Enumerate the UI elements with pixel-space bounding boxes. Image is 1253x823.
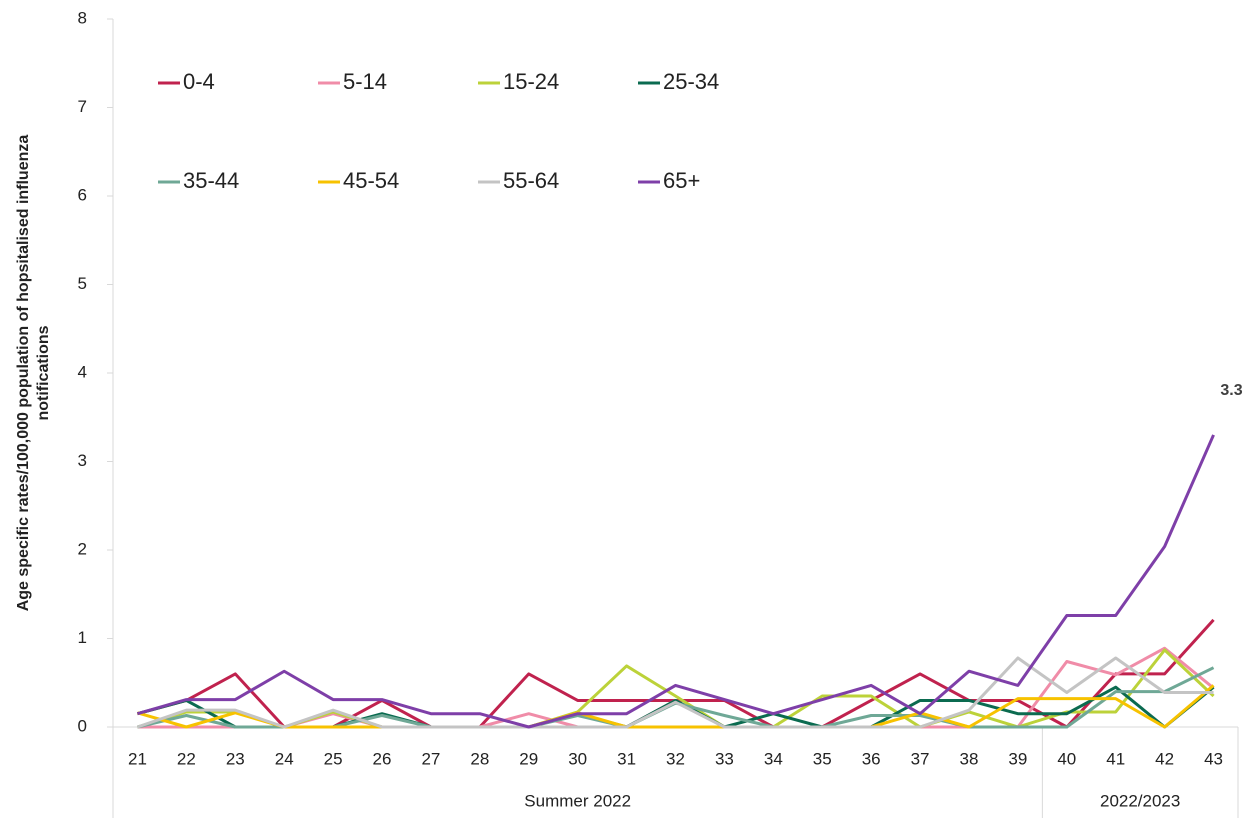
x-tick-label: 37: [911, 749, 930, 768]
y-axis-title-line: notifications: [35, 325, 52, 420]
y-tick-label: 6: [78, 185, 87, 204]
x-tick-label: 21: [128, 749, 147, 768]
x-tick-label: 27: [421, 749, 440, 768]
x-tick-label: 34: [764, 749, 783, 768]
x-tick-label: 40: [1057, 749, 1076, 768]
y-tick-label: 5: [78, 274, 87, 293]
y-tick-label: 0: [78, 716, 87, 735]
legend-label: 5-14: [343, 69, 387, 94]
y-axis-title: Age specific rates/100,000 population of…: [15, 135, 52, 612]
x-tick-label: 32: [666, 749, 685, 768]
x-tick-label: 33: [715, 749, 734, 768]
x-group-label: 2022/2023: [1100, 791, 1180, 810]
x-tick-label: 38: [960, 749, 979, 768]
x-tick-label: 28: [470, 749, 489, 768]
legend-label: 55-64: [503, 168, 559, 193]
y-tick-label: 7: [78, 97, 87, 116]
legend-label: 65+: [663, 168, 700, 193]
legend-label: 0-4: [183, 69, 215, 94]
x-tick-label: 30: [568, 749, 587, 768]
y-tick-label: 8: [78, 8, 87, 27]
series-line: [136, 656, 1214, 729]
series-line: [137, 434, 1215, 729]
x-tick-label: 26: [373, 749, 392, 768]
legend-label: 35-44: [183, 168, 239, 193]
x-tick-label: 31: [617, 749, 636, 768]
x-tick-label: 25: [324, 749, 343, 768]
x-tick-label: 36: [862, 749, 881, 768]
x-tick-label: 41: [1106, 749, 1125, 768]
y-axis-title-line: Age specific rates/100,000 population of…: [15, 135, 32, 612]
x-tick-label: 29: [519, 749, 538, 768]
y-tick-label: 4: [78, 362, 87, 381]
y-tick-label: 1: [78, 628, 87, 647]
series-line: [137, 648, 1215, 729]
x-tick-label: 43: [1204, 749, 1223, 768]
y-tick-label: 3: [78, 451, 87, 470]
x-tick-label: 39: [1008, 749, 1027, 768]
x-tick-label: 24: [275, 749, 294, 768]
x-tick-label: 22: [177, 749, 196, 768]
x-group-label: Summer 2022: [524, 791, 631, 810]
x-tick-label: 23: [226, 749, 245, 768]
annotation: 3.3: [1220, 382, 1242, 399]
legend-label: 45-54: [343, 168, 399, 193]
x-tick-label: 42: [1155, 749, 1174, 768]
series-line: [137, 684, 1215, 729]
legend-label: 15-24: [503, 69, 559, 94]
y-tick-label: 2: [78, 539, 87, 558]
legend-label: 25-34: [663, 69, 719, 94]
x-tick-label: 35: [813, 749, 832, 768]
